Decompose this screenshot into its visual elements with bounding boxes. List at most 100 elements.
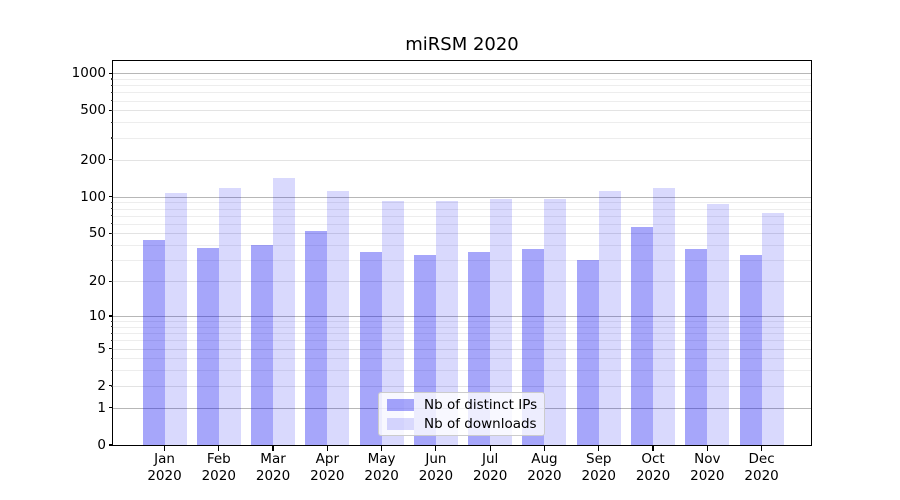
gridline-1000: [113, 73, 811, 75]
y-tick-mark: [108, 196, 113, 198]
x-tick-month: Dec: [748, 451, 775, 467]
x-tick-label-apr: Apr 2020: [297, 451, 357, 484]
y-minor-tick-mark: [110, 348, 113, 350]
x-tick-label-jan: Jan 2020: [135, 451, 195, 484]
bar-distinct-ips-may: [359, 252, 382, 445]
y-minor-tick-mark: [110, 109, 113, 112]
x-tick-month: Mar: [260, 451, 286, 467]
y-minor-tick-mark: [110, 223, 113, 225]
bar-distinct-ips-oct: [631, 227, 654, 445]
y-minor-tick-mark: [110, 339, 113, 341]
x-tick-label-may: May 2020: [352, 451, 412, 484]
x-tick-label-jul: Jul 2020: [460, 451, 520, 484]
x-tick-mark: [326, 446, 328, 451]
bar-downloads-feb: [218, 188, 241, 445]
gridline-minor: [113, 137, 811, 139]
x-tick-mark: [435, 446, 437, 451]
gridline-minor: [113, 326, 811, 328]
bar-distinct-ips-feb: [196, 247, 219, 445]
gridline-minor: [113, 208, 811, 210]
y-minor-tick-mark: [110, 201, 113, 203]
x-tick-mark: [381, 446, 383, 451]
gridline-5: [113, 348, 811, 350]
y-minor-tick-mark: [110, 159, 113, 161]
y-tick-label-100: 100: [80, 188, 106, 205]
x-tick-label-aug: Aug 2020: [514, 451, 574, 484]
gridline-minor: [113, 92, 811, 94]
gridline-minor: [113, 260, 811, 262]
chart-title: miRSM 2020: [405, 34, 519, 55]
gridline-10: [113, 315, 811, 317]
gridline-20: [113, 281, 811, 283]
x-tick-label-oct: Oct 2020: [623, 451, 683, 484]
x-tick-label-dec: Dec 2020: [732, 451, 792, 484]
gridline-minor: [113, 215, 811, 217]
y-minor-tick-mark: [110, 208, 113, 210]
gridline-2: [113, 385, 811, 387]
x-tick-year: 2020: [418, 467, 454, 484]
y-tick-label-500: 500: [80, 102, 106, 119]
y-minor-tick-mark: [110, 121, 113, 124]
x-tick-mark: [598, 446, 600, 451]
gridline-50: [113, 233, 811, 235]
x-tick-year: 2020: [147, 467, 182, 484]
x-tick-month: Oct: [641, 451, 665, 467]
x-tick-mark: [543, 446, 546, 451]
distinct-ips-swatch: [387, 398, 414, 411]
x-tick-month: Jul: [482, 451, 499, 467]
gridline-500: [113, 110, 811, 112]
gridline-minor: [113, 245, 811, 247]
gridline-200: [113, 159, 811, 161]
gridline-minor: [113, 340, 811, 342]
y-tick-mark: [108, 407, 113, 409]
x-tick-mark: [218, 446, 220, 451]
y-minor-tick-mark: [110, 91, 113, 94]
x-tick-year: 2020: [744, 467, 779, 484]
bar-downloads-dec: [761, 213, 784, 445]
y-minor-tick-mark: [110, 244, 113, 246]
x-tick-mark: [706, 446, 708, 451]
y-minor-tick-mark: [110, 232, 113, 235]
bar-distinct-ips-dec: [739, 255, 762, 445]
bar-distinct-ips-mar: [251, 245, 274, 445]
legend-item-downloads: Nb of downloads: [387, 417, 544, 431]
x-tick-month: Jan: [154, 451, 175, 467]
bar-downloads-oct: [653, 187, 676, 445]
y-minor-tick-mark: [110, 385, 113, 387]
y-minor-tick-mark: [110, 215, 113, 217]
legend-label: Nb of downloads: [424, 415, 537, 432]
bar-downloads-may: [381, 201, 404, 445]
legend: Nb of distinct IPs Nb of downloads: [378, 392, 545, 436]
bar-distinct-ips-nov: [685, 249, 708, 445]
x-tick-mark: [760, 446, 763, 451]
bar-downloads-jul: [490, 198, 513, 445]
y-tick-mark: [108, 72, 113, 74]
gridline-minor: [113, 370, 811, 372]
y-tick-label-1: 1: [97, 399, 106, 416]
y-tick-label-20: 20: [88, 273, 106, 290]
x-tick-year: 2020: [310, 467, 345, 484]
x-tick-mark: [272, 446, 274, 451]
x-tick-label-feb: Feb 2020: [189, 451, 249, 484]
gridline-minor: [113, 358, 811, 360]
bar-distinct-ips-apr: [305, 231, 328, 445]
y-minor-tick-mark: [110, 137, 113, 139]
x-tick-label-sep: Sep 2020: [569, 451, 629, 484]
bar-downloads-jan: [164, 193, 187, 445]
y-tick-label-50: 50: [88, 225, 106, 242]
x-tick-mark: [652, 446, 654, 451]
x-tick-year: 2020: [635, 467, 671, 484]
gridline-100: [113, 196, 811, 198]
x-tick-label-mar: Mar 2020: [243, 451, 303, 484]
bar-downloads-sep: [598, 190, 621, 445]
gridline-minor: [113, 78, 811, 80]
bar-downloads-mar: [273, 177, 296, 445]
gridline-minor: [113, 122, 811, 124]
x-tick-year: 2020: [201, 467, 236, 484]
x-tick-mark: [163, 446, 166, 451]
x-tick-month: Feb: [206, 451, 231, 467]
bar-downloads-nov: [707, 204, 730, 445]
y-tick-label-1000: 1000: [71, 65, 106, 82]
gridline-minor: [113, 85, 811, 87]
